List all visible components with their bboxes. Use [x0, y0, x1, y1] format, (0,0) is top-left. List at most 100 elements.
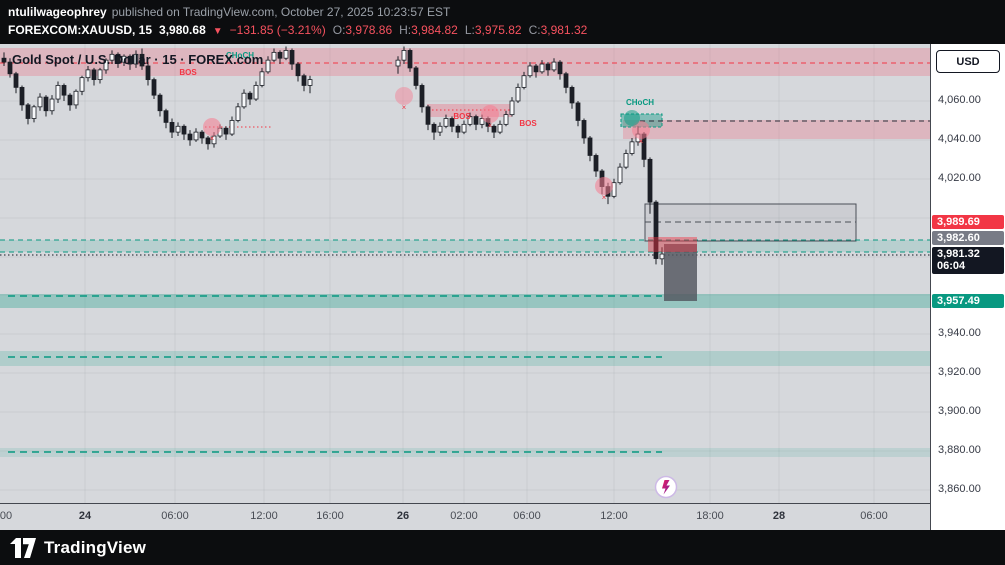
candle-body — [193, 131, 199, 141]
candle-body — [521, 75, 527, 88]
event-circle — [624, 110, 640, 126]
candle-body — [497, 123, 503, 133]
candle-body — [509, 100, 515, 116]
candle-body — [259, 71, 265, 86]
brand-name[interactable]: TradingView — [44, 537, 147, 557]
chart-plot[interactable]: Gold Spot / U.S. Dollar · 15 · FOREX.com… — [0, 44, 930, 503]
lightning-bolt-icon — [662, 480, 670, 495]
author-link[interactable]: ntulilwageophrey — [8, 5, 107, 19]
symbol-title[interactable]: FOREXCOM:XAUUSD, 15 — [8, 23, 153, 37]
event-circle — [203, 118, 221, 136]
idea-lightning-marker[interactable] — [654, 475, 678, 499]
price-badge: 3,982.60 — [932, 231, 1004, 245]
ohlc-high: H:3,984.82 — [399, 23, 458, 37]
candle-body — [151, 79, 157, 96]
snapshot-header: ntulilwageophrey published on TradingView… — [0, 0, 1005, 44]
candle-body — [653, 201, 659, 259]
candle-body — [37, 96, 43, 108]
candle-body — [449, 118, 455, 127]
time-label: 16:00 — [316, 510, 344, 522]
candle-body — [557, 61, 563, 75]
candle-body — [61, 85, 67, 96]
price-badge: 3,957.49 — [932, 294, 1004, 308]
time-label: 02:00 — [450, 510, 478, 522]
candle-body — [43, 96, 49, 112]
demand-band-1 — [0, 240, 930, 252]
candle-body — [133, 53, 139, 65]
candle-body — [1, 57, 7, 63]
candle-body — [539, 63, 545, 73]
bos-label: BOS — [179, 68, 197, 77]
candle-body — [479, 118, 485, 125]
price-tick: 3,920.00 — [938, 366, 981, 378]
choch-label: CHoCH — [226, 51, 254, 60]
time-label: 06:00 — [161, 510, 189, 522]
candle-body — [157, 94, 163, 112]
usd-button[interactable]: USD — [936, 50, 1000, 73]
event-circle — [395, 87, 413, 105]
candle-body — [235, 106, 241, 121]
candle-body — [503, 114, 509, 125]
x-marker: × — [210, 134, 215, 143]
candle-body — [67, 94, 73, 106]
price-axis[interactable]: USD 4,060.00 4,040.00 4,020.00 3,940.00 3,92… — [930, 44, 1005, 530]
x-marker: × — [488, 121, 493, 130]
ohlc-close: C:3,981.32 — [528, 23, 588, 37]
candle-body — [461, 123, 467, 133]
candle-body — [109, 53, 115, 61]
time-axis[interactable]: 00 24 06:00 12:00 16:00 26 02:00 06:00 12:00 18:0… — [0, 503, 930, 530]
demand-band-3 — [0, 351, 930, 366]
bos-label: BOS — [519, 119, 537, 128]
price-tick: 3,860.00 — [938, 483, 981, 495]
candle-body — [413, 67, 419, 86]
entry-zone-pink — [648, 237, 697, 252]
demand-band-2 — [0, 294, 930, 308]
candle-body — [659, 253, 665, 260]
supply-zone-right — [623, 120, 930, 139]
candle-body — [527, 65, 533, 77]
candle-body — [593, 155, 599, 172]
x-marker: × — [602, 193, 607, 202]
candle-body — [187, 133, 193, 141]
candle-body — [545, 63, 551, 71]
candle-body — [395, 59, 401, 67]
time-label: 00 — [0, 510, 13, 522]
bos-label: BOS — [453, 112, 471, 121]
candle-body — [49, 98, 55, 112]
price-badge: 3,989.69 — [932, 215, 1004, 229]
candle-body — [473, 116, 479, 125]
price-tick: 4,020.00 — [938, 172, 981, 184]
candle-body — [79, 77, 85, 92]
candle-body — [253, 85, 259, 100]
price-badge: 3,981.32 06:04 — [932, 247, 1004, 274]
candle-body — [629, 141, 635, 154]
chart-svg[interactable]: × × × × × BOS CHoCH BOS BOS CHoCH — [0, 44, 930, 503]
time-label: 12:00 — [250, 510, 278, 522]
candle-body — [13, 73, 19, 88]
candle-body — [73, 90, 79, 106]
time-label: 28 — [772, 510, 786, 522]
time-label: 06:00 — [860, 510, 888, 522]
time-label: 06:00 — [513, 510, 541, 522]
candle-body — [175, 125, 181, 133]
candle-body — [211, 135, 217, 145]
candle-body — [55, 85, 61, 100]
candle-body — [401, 50, 407, 61]
candle-body — [623, 153, 629, 168]
candle-body — [587, 137, 593, 156]
candle-body — [265, 59, 271, 73]
candle-body — [425, 106, 431, 125]
candle-body — [581, 120, 587, 139]
candle-body — [205, 137, 211, 145]
event-circle — [595, 177, 613, 195]
candle-body — [271, 51, 277, 61]
candle-body — [407, 50, 413, 69]
price-tick: 3,900.00 — [938, 405, 981, 417]
candle-body — [443, 118, 449, 127]
candle-body — [169, 121, 175, 133]
choch-label: CHoCH — [626, 98, 654, 107]
candle-body — [515, 86, 521, 102]
candle-body — [455, 125, 461, 133]
tradingview-logo[interactable] — [10, 537, 36, 558]
